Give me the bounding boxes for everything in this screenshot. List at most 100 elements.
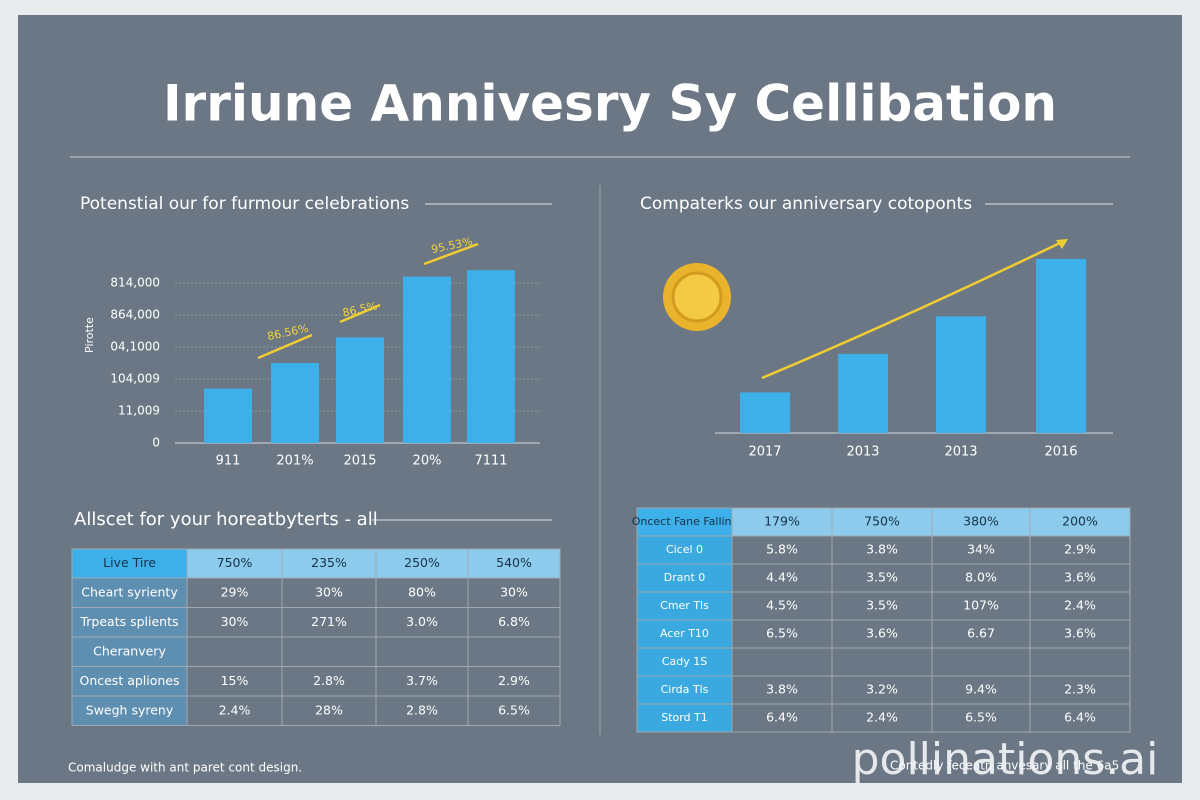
- header-text: 235%: [311, 555, 347, 570]
- bar: [336, 337, 384, 443]
- table-cell: [636, 591, 733, 621]
- y-axis-label: Pirotte: [83, 317, 96, 353]
- table-cell: [1029, 647, 1131, 677]
- header-cell: [831, 507, 933, 537]
- table-cell: [1029, 619, 1131, 649]
- cell-text: 30%: [221, 614, 249, 629]
- table-cell: [281, 636, 377, 667]
- table-cell: [375, 666, 469, 697]
- table-cell: [71, 607, 188, 638]
- table-cell: [831, 675, 933, 705]
- cell-text: 4.4%: [766, 570, 798, 585]
- bar: [838, 353, 888, 433]
- table-cell: [375, 607, 469, 638]
- header-text: 750%: [217, 555, 253, 570]
- table-cell: [636, 619, 733, 649]
- table-cell: [467, 607, 561, 638]
- header-cell: [186, 548, 283, 579]
- x-tick-label: 2013: [944, 445, 977, 460]
- cell-text: 2.9%: [1064, 542, 1096, 557]
- x-tick-label: 2016: [1044, 445, 1077, 460]
- table-cell: [467, 636, 561, 667]
- cell-text: Cady 1S: [662, 655, 707, 668]
- bar: [740, 392, 790, 433]
- table-cell: [831, 703, 933, 733]
- table-cell: [281, 695, 377, 726]
- table-cell: [931, 703, 1031, 733]
- cell-text: 2.9%: [498, 673, 530, 688]
- table-cell: [731, 563, 833, 593]
- table-cell: [186, 636, 283, 667]
- table-cell: [1029, 703, 1131, 733]
- arrow: [423, 242, 479, 266]
- bar: [403, 276, 451, 443]
- trend-arrow: [761, 240, 1063, 380]
- cell-text: Cirda Tls: [661, 683, 709, 696]
- cell-text: 3.6%: [866, 626, 898, 641]
- cell-text: 6.8%: [498, 614, 530, 629]
- cell-text: 28%: [315, 702, 343, 717]
- cell-text: 2.4%: [866, 710, 898, 725]
- cell-text: 29%: [221, 584, 249, 599]
- header-text: 380%: [963, 514, 999, 529]
- section-title: Compaterks our anniversary cotoponts: [640, 194, 972, 214]
- table-cell: [186, 607, 283, 638]
- cell-text: 2.4%: [1064, 598, 1096, 613]
- arrow-head: [1056, 239, 1068, 249]
- table-cell: [281, 577, 377, 608]
- cell-text: 107%: [963, 598, 999, 613]
- header-text: 179%: [764, 514, 800, 529]
- cell-text: 9.4%: [965, 682, 997, 697]
- y-tick-label: 04,1000: [110, 340, 160, 354]
- cell-text: 30%: [500, 584, 528, 599]
- table-cell: [71, 577, 188, 608]
- cell-text: Cheranvery: [93, 643, 166, 658]
- main-title: Irriune Annivesry Sy Cellibation: [163, 75, 1057, 133]
- table-cell: [731, 675, 833, 705]
- y-tick-label: 814,000: [110, 276, 160, 290]
- cell-text: 4.5%: [766, 598, 798, 613]
- cell-text: Cmer Tls: [660, 599, 709, 612]
- cell-text: 271%: [311, 614, 347, 629]
- table-cell: [931, 591, 1031, 621]
- x-tick-label: 20%: [413, 454, 442, 469]
- cell-text: 30%: [315, 584, 343, 599]
- table-cell: [71, 636, 188, 667]
- table-cell: [375, 577, 469, 608]
- bar: [1036, 258, 1086, 433]
- header-text: 540%: [496, 555, 532, 570]
- cell-text: Drant 0: [664, 571, 706, 584]
- x-tick-label: 201%: [276, 454, 313, 469]
- cell-text: 6.4%: [766, 710, 798, 725]
- cell-text: Cicel 0: [666, 543, 703, 556]
- bar: [936, 316, 986, 433]
- cell-text: 2.8%: [406, 702, 438, 717]
- section-title: Allscet for your horeatbyterts - all: [74, 509, 378, 530]
- footer: Comaludge with ant paret cont design.: [68, 761, 302, 775]
- table-cell: [71, 695, 188, 726]
- x-tick-label: 2017: [748, 445, 781, 460]
- cell-text: 3.8%: [866, 542, 898, 557]
- cell-text: 3.8%: [766, 682, 798, 697]
- coin-icon: [671, 271, 723, 323]
- cell-text: 80%: [408, 584, 436, 599]
- x-tick-label: 911: [216, 454, 241, 469]
- table-cell: [931, 647, 1031, 677]
- cell-text: 15%: [221, 673, 249, 688]
- table-cell: [731, 619, 833, 649]
- cell-text: Acer T10: [660, 627, 709, 640]
- table-cell: [71, 666, 188, 697]
- watermark: pollinations.ai: [852, 734, 1159, 785]
- y-tick-label: 0: [152, 436, 160, 450]
- cell-text: 34%: [967, 542, 995, 557]
- cell-text: 2.4%: [219, 702, 251, 717]
- cell-text: 6.67: [967, 626, 995, 641]
- table-cell: [931, 563, 1031, 593]
- table-cell: [467, 666, 561, 697]
- table-cell: [831, 591, 933, 621]
- cell-text: 3.6%: [1064, 626, 1096, 641]
- table-cell: [831, 535, 933, 565]
- cell-text: 6.4%: [1064, 710, 1096, 725]
- table-cell: [731, 703, 833, 733]
